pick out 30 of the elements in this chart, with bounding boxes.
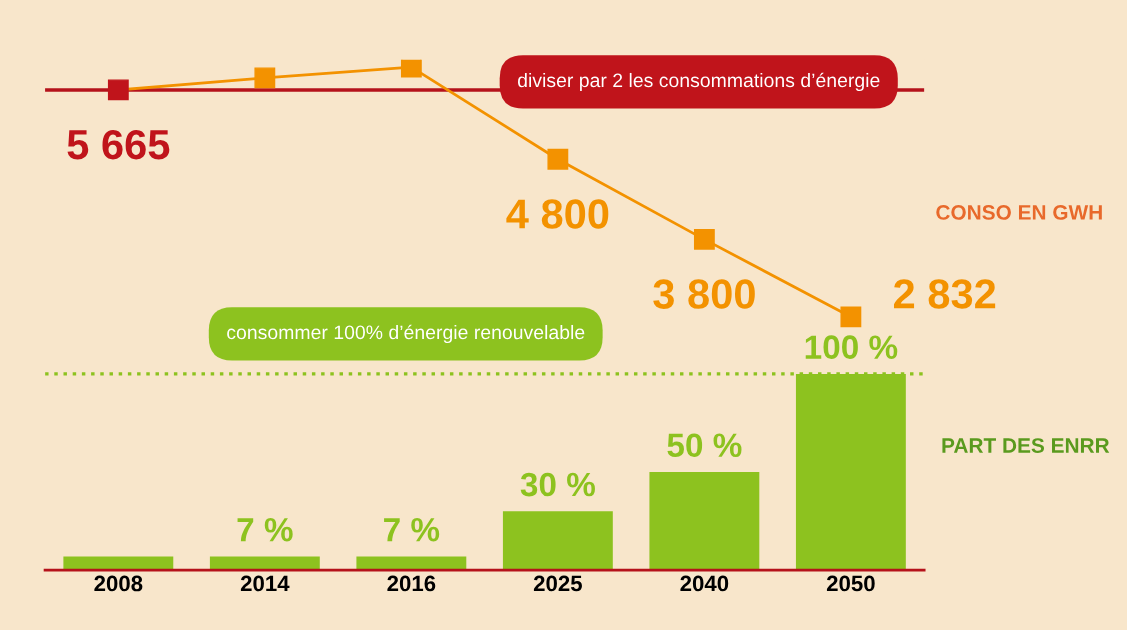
x-tick-label: 2008 xyxy=(94,575,143,592)
data-label: 100 % xyxy=(805,335,898,359)
x-tick-label: 2016 xyxy=(387,575,436,592)
x-tick-label: 2014 xyxy=(240,575,290,592)
data-label: 2 832 xyxy=(894,279,996,309)
bar xyxy=(209,556,320,571)
data-label: 5 665 xyxy=(67,129,170,160)
data-label: 7 % xyxy=(237,517,293,542)
data-label: 30 % xyxy=(520,472,595,497)
data-label: 7 % xyxy=(384,517,440,542)
point xyxy=(840,306,862,328)
annotation: diviser par 2 les consommations d’énergie xyxy=(518,72,880,92)
point xyxy=(254,67,276,89)
annotation: consommer 100% d’énergie renouvelable xyxy=(227,324,585,344)
text: CONSO EN GWH xyxy=(936,205,1102,220)
point xyxy=(107,79,129,101)
bar xyxy=(63,556,174,571)
bar xyxy=(356,556,467,571)
x-tick-label: 2040 xyxy=(680,575,729,592)
bar xyxy=(649,472,760,571)
point xyxy=(547,148,569,170)
point xyxy=(693,228,715,250)
data-label: 50 % xyxy=(667,433,742,458)
bar xyxy=(502,511,613,571)
x-tick-label: 2050 xyxy=(826,575,875,592)
data-label: 4 800 xyxy=(506,199,609,229)
x-tick-label: 2025 xyxy=(533,575,582,592)
data-label: 3 800 xyxy=(653,279,755,309)
text: PART DES ENRR xyxy=(942,438,1110,453)
point xyxy=(400,59,422,78)
